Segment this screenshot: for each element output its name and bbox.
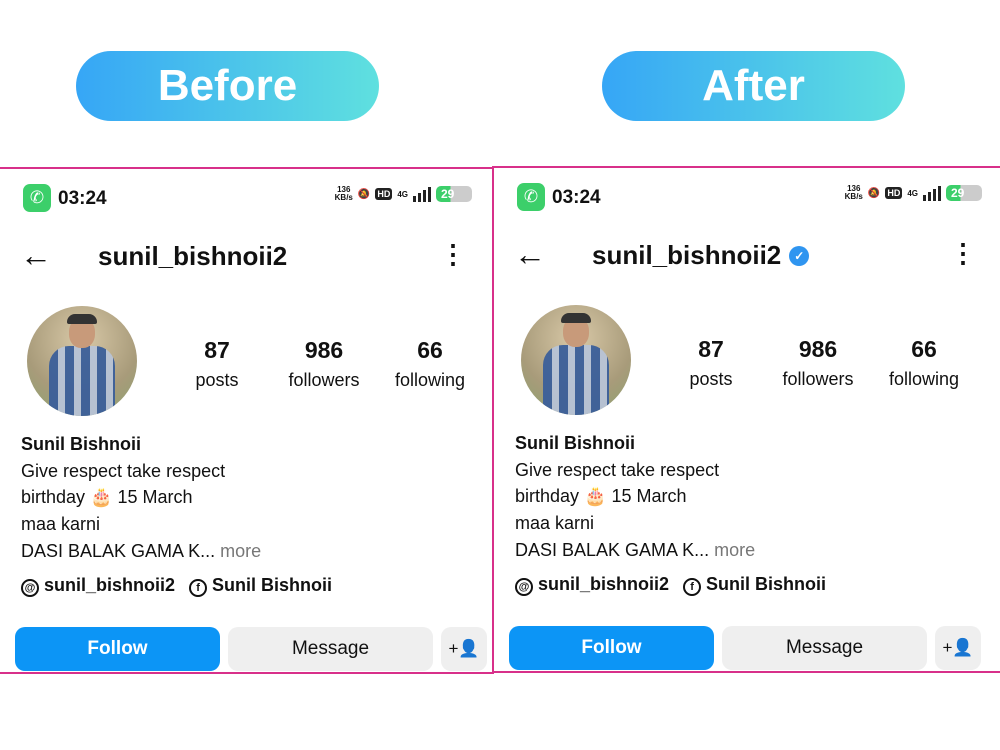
network-type: 4G [907,188,918,198]
battery-icon: 29 [946,185,982,201]
follow-button[interactable]: Follow [15,627,220,671]
status-bar-icons: 136 KB/s 🔕 HD 4G 29 [335,186,472,202]
avatar[interactable] [521,305,631,415]
facebook-link[interactable]: f Sunil Bishnoii [189,575,332,597]
bio-line: birthday 🎂 15 March [21,487,193,508]
threads-icon: @ [21,579,39,597]
followers-stat[interactable]: 986 followers [782,336,854,389]
signal-icon [413,186,431,202]
after-label: After [602,51,905,121]
threads-icon: @ [515,578,533,596]
profile-panel-after: ✆ 03:24 136 KB/s 🔕 HD 4G 29 ← sunil_bishn… [492,166,1000,673]
bio-more-link[interactable]: more [714,539,756,560]
profile-bio: Sunil Bishnoii Give respect take respect… [21,431,261,565]
avatar[interactable] [27,306,137,416]
back-arrow-icon[interactable]: ← [514,236,546,272]
battery-icon: 29 [436,186,472,202]
more-options-icon[interactable]: ⋮ [950,238,976,268]
network-speed: 136 KB/s [844,184,863,201]
mute-bell-icon: 🔕 [867,187,881,199]
phone-call-icon: ✆ [23,184,51,212]
network-type: 4G [397,189,408,199]
followers-stat[interactable]: 986 followers [288,337,360,390]
bio-line: Give respect take respect [515,459,720,480]
profile-links: @ sunil_bishnoii2 f Sunil Bishnoii [515,574,826,596]
bio-line: DASI BALAK GAMA K... more [515,539,756,560]
back-arrow-icon[interactable]: ← [20,237,52,273]
profile-panel-before: ✆ 03:24 136 KB/s 🔕 HD 4G 29 ← sunil_bishn… [0,167,494,674]
profile-username: sunil_bishnoii2 ✓ [592,240,810,271]
following-stat[interactable]: 66 following [394,337,466,390]
message-button[interactable]: Message [722,626,927,670]
status-time: 03:24 [552,187,601,208]
add-person-button[interactable]: +👤 [935,626,981,670]
display-name: Sunil Bishnoii [21,434,141,454]
profile-links: @ sunil_bishnoii2 f Sunil Bishnoii [21,575,332,597]
bio-line: maa karni [515,513,595,534]
profile-bio: Sunil Bishnoii Give respect take respect… [515,430,755,564]
status-bar-icons: 136 KB/s 🔕 HD 4G 29 [845,185,982,201]
facebook-link[interactable]: f Sunil Bishnoii [683,574,826,596]
bio-line: maa karni [21,514,101,535]
posts-stat[interactable]: 87 posts [689,336,733,389]
add-person-icon: +👤 [942,638,974,657]
mute-bell-icon: 🔕 [357,188,371,200]
following-stat[interactable]: 66 following [888,336,960,389]
facebook-icon: f [189,579,208,597]
hd-icon: HD [885,187,903,199]
signal-icon [923,185,941,201]
status-time: 03:24 [58,188,107,209]
verified-badge-icon: ✓ [789,245,810,266]
bio-line: DASI BALAK GAMA K... more [21,540,262,561]
before-label: Before [76,51,379,121]
posts-stat[interactable]: 87 posts [195,337,239,390]
message-button[interactable]: Message [228,627,433,671]
bio-more-link[interactable]: more [220,540,262,561]
threads-link[interactable]: @ sunil_bishnoii2 [515,574,669,596]
follow-button[interactable]: Follow [509,626,714,670]
hd-icon: HD [375,188,393,200]
profile-username: sunil_bishnoii2 ✓ [98,241,288,271]
more-options-icon[interactable]: ⋮ [440,239,466,269]
add-person-button[interactable]: +👤 [441,627,487,671]
bio-line: Give respect take respect [21,460,226,481]
phone-call-icon: ✆ [517,183,545,211]
facebook-icon: f [683,578,702,596]
display-name: Sunil Bishnoii [515,433,635,453]
network-speed: 136 KB/s [334,185,353,202]
threads-link[interactable]: @ sunil_bishnoii2 [21,575,175,597]
add-person-icon: +👤 [448,639,480,658]
bio-line: birthday 🎂 15 March [515,486,687,507]
